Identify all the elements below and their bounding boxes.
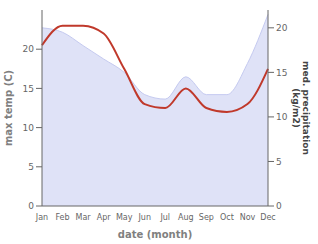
- svg-text:May: May: [116, 213, 133, 222]
- svg-text:Sep: Sep: [199, 213, 214, 222]
- svg-text:Jan: Jan: [35, 213, 48, 222]
- svg-text:Nov: Nov: [240, 213, 256, 222]
- svg-text:Mar: Mar: [76, 213, 92, 222]
- svg-text:0: 0: [276, 201, 282, 211]
- svg-text:Jul: Jul: [159, 213, 170, 222]
- svg-text:date (month): date (month): [118, 229, 192, 240]
- svg-text:max temp (C): max temp (C): [8, 70, 14, 146]
- svg-text:15: 15: [276, 68, 287, 78]
- svg-text:Apr: Apr: [97, 213, 112, 222]
- svg-text:20: 20: [23, 44, 35, 54]
- svg-text:med. precipitation(kg/m2): med. precipitation(kg/m2): [291, 61, 310, 155]
- svg-text:10: 10: [276, 112, 288, 122]
- svg-text:5: 5: [28, 162, 34, 172]
- svg-text:Feb: Feb: [55, 213, 69, 222]
- svg-text:0: 0: [28, 201, 34, 211]
- svg-text:Dec: Dec: [260, 213, 275, 222]
- svg-text:Jun: Jun: [137, 213, 151, 222]
- svg-text:Oct: Oct: [220, 213, 234, 222]
- svg-text:Aug: Aug: [178, 213, 194, 222]
- svg-text:10: 10: [23, 123, 35, 133]
- svg-text:20: 20: [276, 23, 288, 33]
- svg-text:5: 5: [276, 157, 282, 167]
- svg-text:15: 15: [23, 84, 34, 94]
